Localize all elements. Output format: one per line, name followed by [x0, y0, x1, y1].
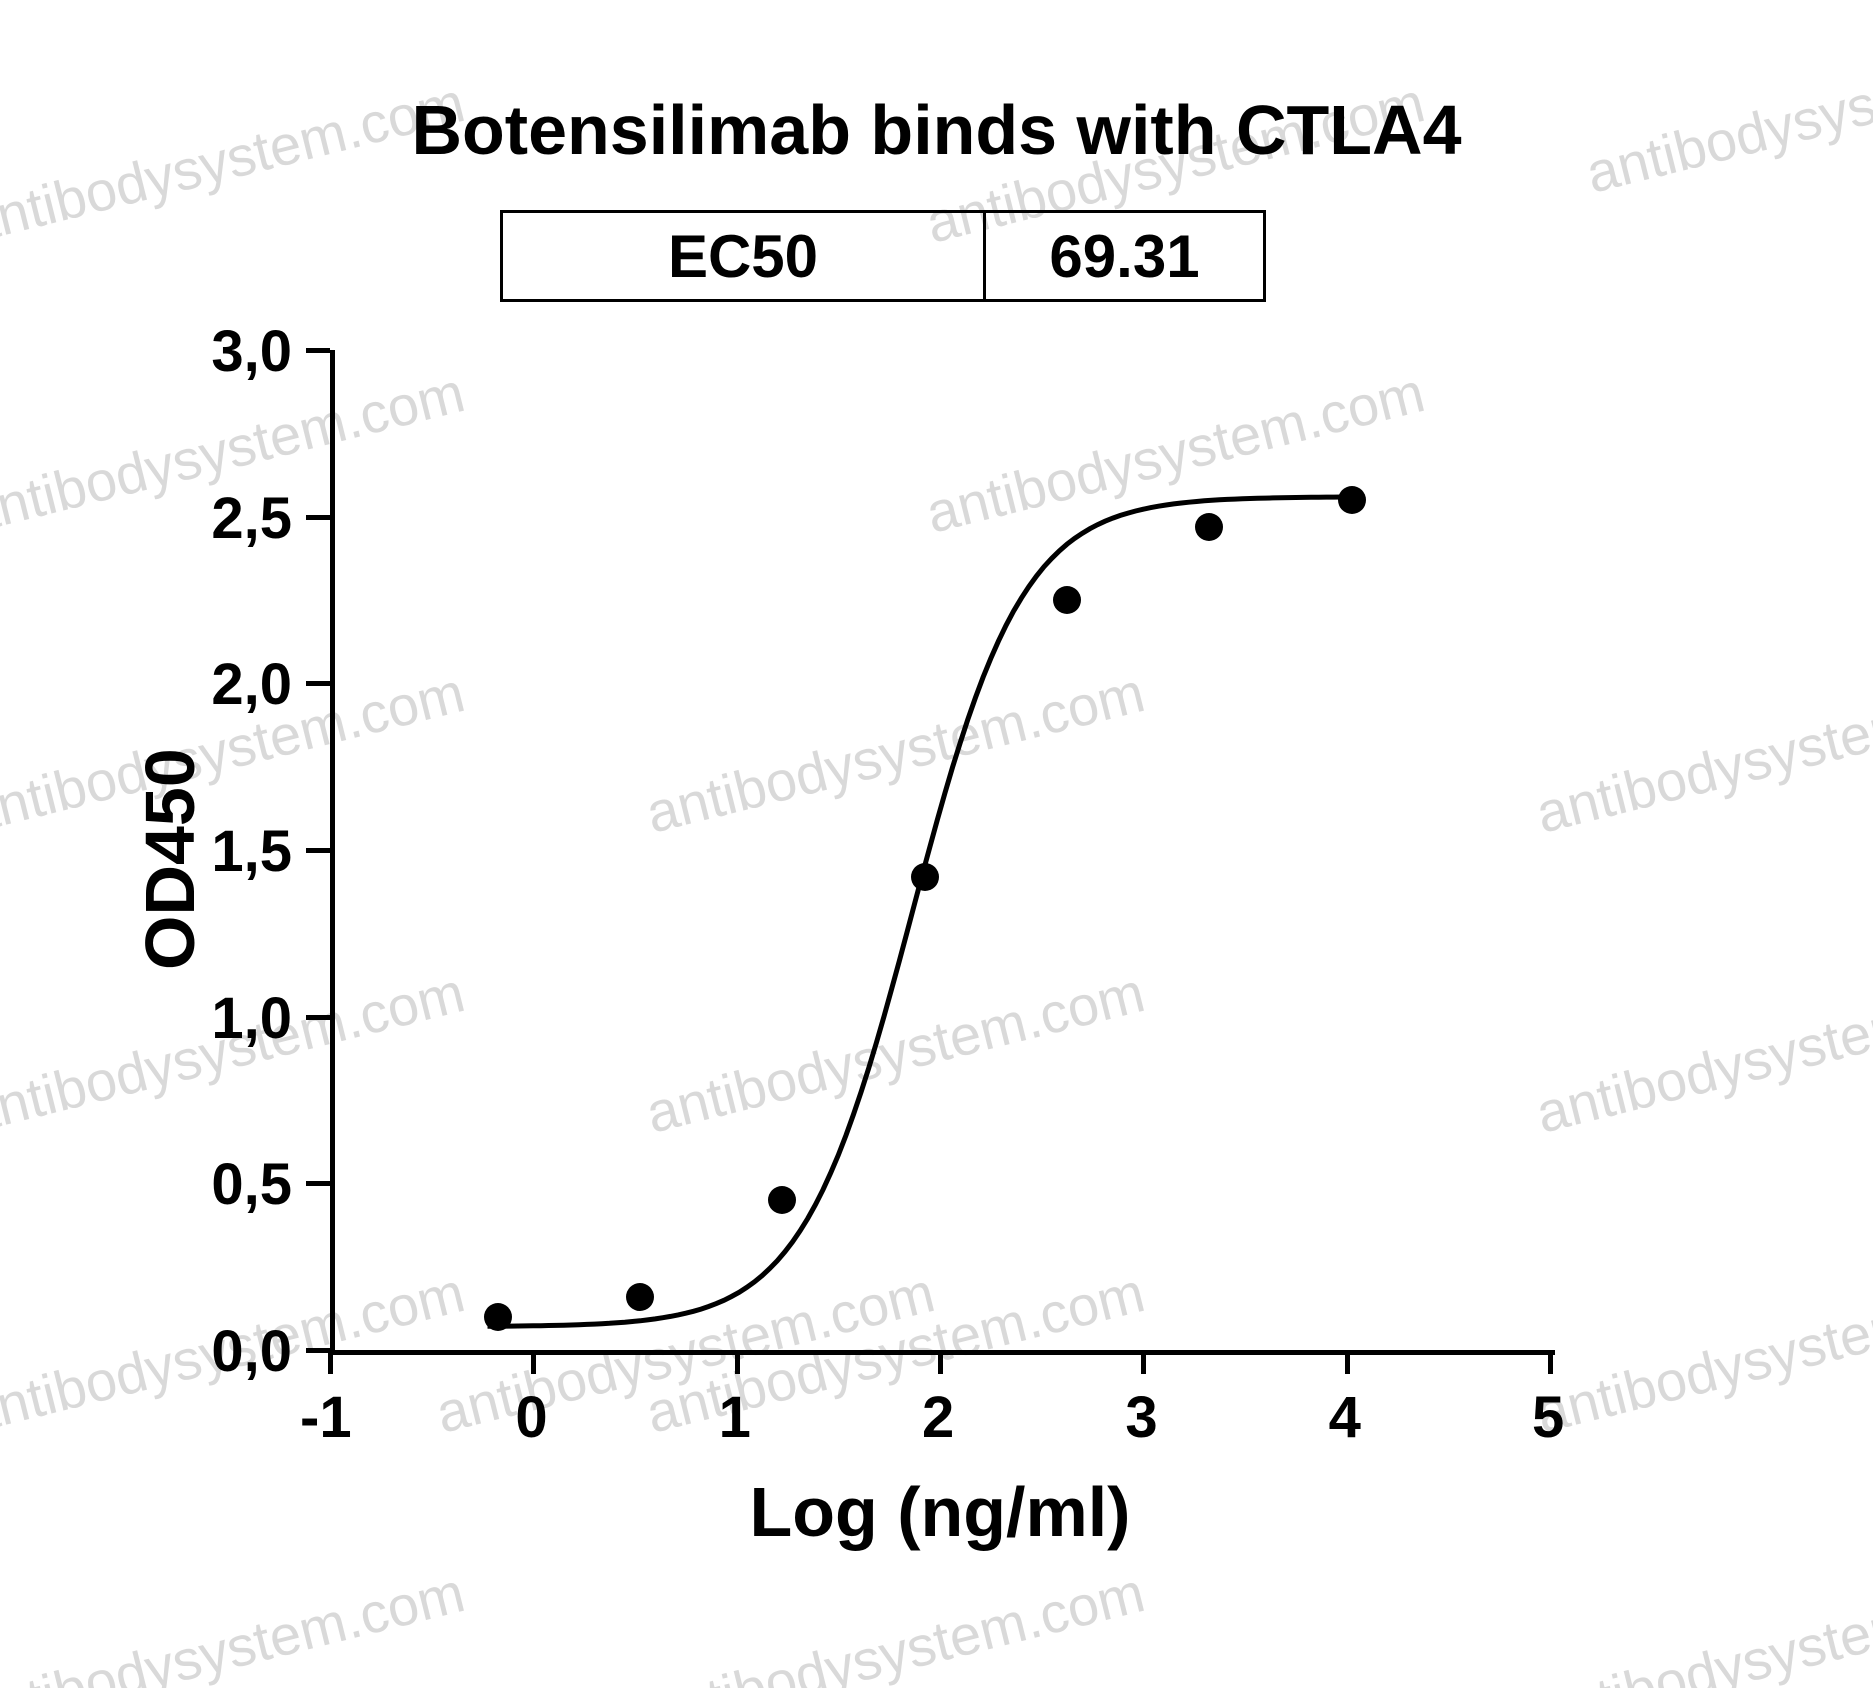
data-point	[484, 1303, 512, 1331]
watermark-text: antibodysystem.com	[1530, 959, 1873, 1146]
x-tick	[531, 1350, 536, 1374]
x-tick-label: 5	[1532, 1384, 1564, 1451]
y-axis-label: OD450	[130, 748, 210, 970]
x-tick-label: 1	[719, 1384, 751, 1451]
y-tick	[306, 515, 330, 520]
y-tick	[306, 1015, 330, 1020]
fit-curve-path	[488, 497, 1357, 1326]
plot-area	[330, 350, 1555, 1355]
x-tick	[1345, 1350, 1350, 1374]
ec50-label-cell: EC50	[503, 213, 983, 299]
x-tick-label: 4	[1329, 1384, 1361, 1451]
y-tick-label: 2,5	[211, 485, 292, 552]
x-tick	[1141, 1350, 1146, 1374]
x-tick-label: -1	[300, 1384, 352, 1451]
watermark-text: antibodysystem.com	[1530, 659, 1873, 846]
ec50-box: EC50 69.31	[500, 210, 1266, 302]
fit-curve	[335, 350, 1555, 1350]
data-point	[768, 1186, 796, 1214]
x-axis-label: Log (ng/ml)	[330, 1472, 1550, 1552]
watermark-text: antibodysystem.com	[0, 1559, 471, 1688]
y-tick-label: 2,0	[211, 651, 292, 718]
y-tick-label: 3,0	[211, 318, 292, 385]
ec50-value-cell: 69.31	[986, 213, 1263, 299]
y-tick	[306, 848, 330, 853]
data-point	[911, 863, 939, 891]
y-tick-label: 1,0	[211, 985, 292, 1052]
y-tick	[306, 681, 330, 686]
y-tick-label: 0,5	[211, 1151, 292, 1218]
x-tick-label: 2	[922, 1384, 954, 1451]
data-point	[1338, 486, 1366, 514]
chart-container: antibodysystem.com antibodysystem.com anti…	[0, 0, 1873, 1688]
x-tick	[1548, 1350, 1553, 1374]
data-point	[626, 1283, 654, 1311]
x-tick-label: 3	[1125, 1384, 1157, 1451]
x-tick	[938, 1350, 943, 1374]
y-tick-label: 1,5	[211, 818, 292, 885]
x-tick-label: 0	[515, 1384, 547, 1451]
watermark-text: antibodysystem.com	[1530, 1259, 1873, 1446]
data-point	[1195, 513, 1223, 541]
y-tick-label: 0,0	[211, 1318, 292, 1385]
chart-title: Botensilimab binds with CTLA4	[0, 90, 1873, 170]
watermark-text: antibodysystem.com	[1530, 1559, 1873, 1688]
x-tick	[735, 1350, 740, 1374]
watermark-text: antibodysystem.com	[640, 1559, 1151, 1688]
y-tick	[306, 1181, 330, 1186]
data-point	[1053, 586, 1081, 614]
x-tick	[328, 1350, 333, 1374]
y-tick	[306, 348, 330, 353]
y-tick	[306, 1348, 330, 1353]
